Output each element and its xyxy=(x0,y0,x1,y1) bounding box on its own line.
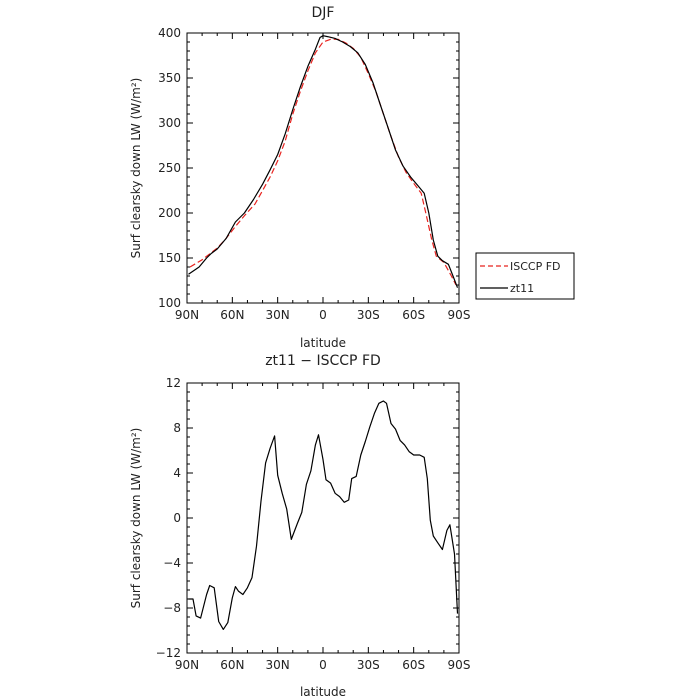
x-tick-label: 60N xyxy=(220,658,244,672)
y-tick-label: 250 xyxy=(158,161,181,175)
x-tick-label: 90N xyxy=(175,308,199,322)
x-tick-label: 90S xyxy=(448,308,471,322)
axis-ticks: 90N 60N 30N 0 30S 60S 90S −12 −8 −4 0 4 8 12 xyxy=(156,376,471,672)
x-tick-label: 60N xyxy=(220,308,244,322)
series-line-isccp-fd xyxy=(189,38,457,286)
series-lines xyxy=(188,400,459,631)
y-tick-label: 12 xyxy=(166,376,181,390)
series-line-zt11 xyxy=(188,35,459,288)
y-tick-label: 150 xyxy=(158,251,181,265)
x-tick-label: 60S xyxy=(402,658,425,672)
series-line-difference xyxy=(188,400,459,631)
y-tick-label: 200 xyxy=(158,206,181,220)
axis-ticks: 90N 60N 30N 0 30S 60S 90S 100 150 200 250 300 350 400 xyxy=(158,26,470,322)
x-tick-label: 30N xyxy=(266,658,290,672)
x-axis-label: latitude xyxy=(300,336,346,350)
panel-title: zt11 − ISCCP FD xyxy=(265,353,381,369)
y-tick-label: 4 xyxy=(173,466,181,480)
y-tick-label: −4 xyxy=(163,556,181,570)
climatology-panel: DJF latitude Surf clearsky down LW (W/m²… xyxy=(129,5,575,350)
y-axis-label: Surf clearsky down LW (W/m²) xyxy=(129,428,143,609)
y-tick-label: 400 xyxy=(158,26,181,40)
x-tick-label: 30N xyxy=(266,308,290,322)
x-tick-label: 90N xyxy=(175,658,199,672)
y-axis-label: Surf clearsky down LW (W/m²) xyxy=(129,78,143,259)
difference-panel: zt11 − ISCCP FD latitude Surf clearsky d… xyxy=(129,353,470,699)
y-tick-label: 300 xyxy=(158,116,181,130)
y-tick-label: 100 xyxy=(158,296,181,310)
x-tick-label: 90S xyxy=(448,658,471,672)
x-tick-label: 0 xyxy=(319,308,327,322)
y-tick-label: 8 xyxy=(173,421,181,435)
y-tick-label: 0 xyxy=(173,511,181,525)
legend-label-zt11: zt11 xyxy=(510,282,534,295)
x-axis-label: latitude xyxy=(300,685,346,699)
legend-label-isccp: ISCCP FD xyxy=(510,260,561,273)
x-tick-label: 60S xyxy=(402,308,425,322)
y-tick-label: 350 xyxy=(158,71,181,85)
panel-title: DJF xyxy=(312,5,335,21)
x-tick-label: 30S xyxy=(357,658,380,672)
series-lines xyxy=(188,35,459,288)
x-tick-label: 30S xyxy=(357,308,380,322)
legend-box xyxy=(475,252,575,300)
y-tick-label: −8 xyxy=(163,601,181,615)
x-tick-label: 0 xyxy=(319,658,327,672)
y-tick-label: −12 xyxy=(156,646,181,660)
legend: ISCCP FD zt11 xyxy=(475,252,575,300)
plot-frame xyxy=(186,382,460,654)
plot-frame xyxy=(186,32,460,304)
